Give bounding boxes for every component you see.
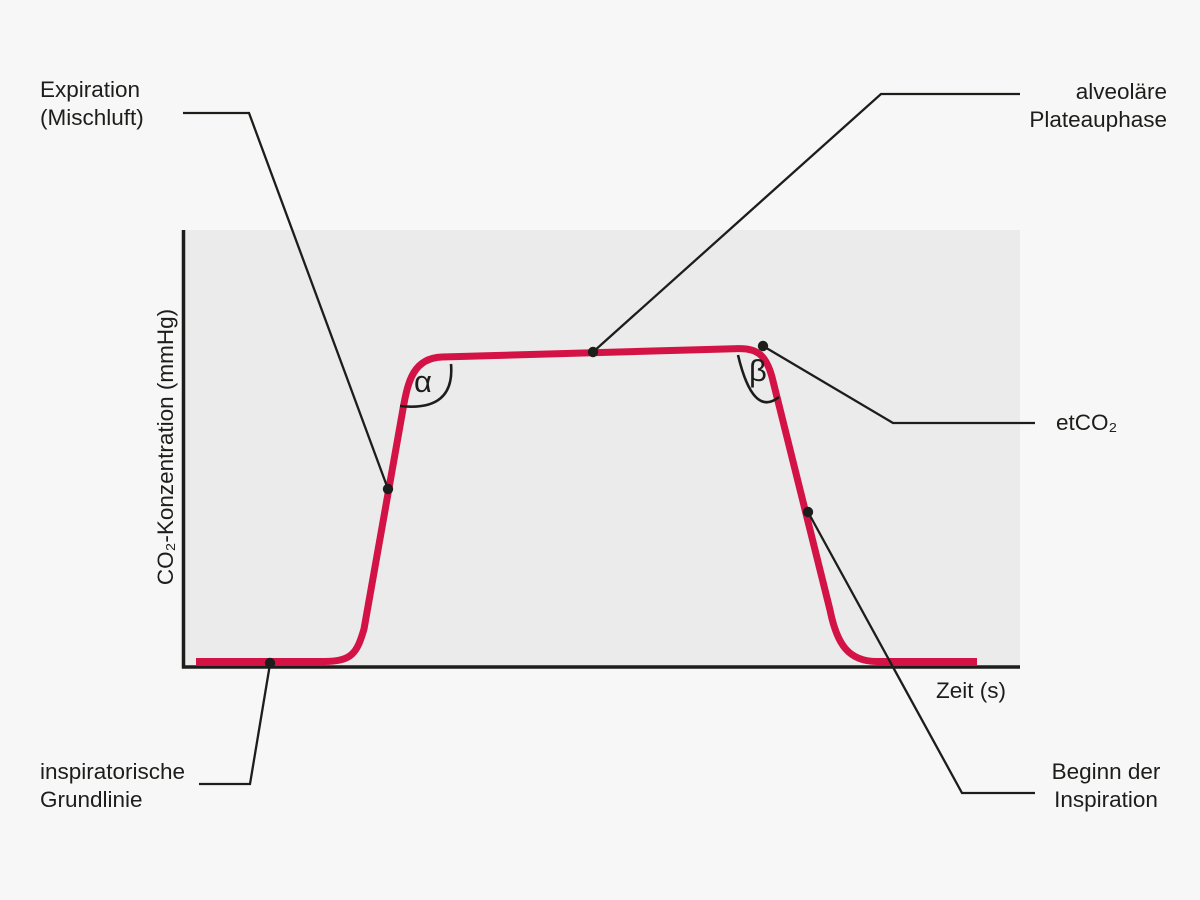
alveolar-plateau-label-line1: alveoläre [1075,79,1167,104]
inspiratory-baseline-label-line2: Grundlinie [40,787,143,812]
alveolar-plateau-label: alveoläre Plateauphase [1029,78,1167,134]
leader-line-inspiration-start [806,511,1035,795]
inspiratory-baseline-label-line1: inspiratorische [40,759,186,784]
leader-line-inspiratory-baseline [199,663,272,786]
plot-area [184,230,1020,667]
inspiration-start-label: Beginn der Inspiration [1040,758,1172,814]
marker-dot-inspiratory-baseline [264,657,276,669]
y-axis-label: CO₂-Konzentration (mmHg) [153,308,178,586]
inspiration-start-label-line2: Inspiration [1054,787,1158,812]
inspiratory-baseline-label: inspiratorische Grundlinie [40,758,185,814]
alveolar-plateau-label-line2: Plateauphase [1029,107,1167,132]
leader-line-alveolar-plateau [592,92,1020,353]
marker-dot-etco2 [757,340,769,352]
beta-angle-arc [736,354,780,404]
co2-curve [196,345,977,665]
marker-dot-expiration [382,483,394,495]
expiration-label-line1: Expiration [40,77,141,102]
leader-line-expiration [183,111,390,490]
x-axis-label: Zeit (s) [936,678,1006,703]
inspiration-start-label-line1: Beginn der [1051,759,1161,784]
expiration-label: Expiration (Mischluft) [40,76,144,132]
leader-line-etco2 [762,345,1035,425]
expiration-label-line2: (Mischluft) [40,105,144,130]
etco2-label: etCO₂ [1056,410,1118,435]
alpha-angle-letter: α [414,364,432,399]
beta-angle-letter: β [749,353,767,388]
marker-dot-inspiration-start [802,506,814,518]
alpha-angle-arc [399,363,453,408]
marker-dot-alveolar-plateau [587,346,599,358]
